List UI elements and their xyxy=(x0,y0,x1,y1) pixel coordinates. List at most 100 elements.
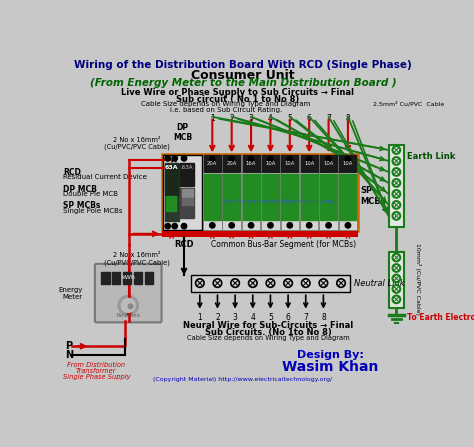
Circle shape xyxy=(326,223,331,228)
Circle shape xyxy=(165,156,171,161)
Bar xyxy=(389,252,404,308)
Circle shape xyxy=(268,223,273,228)
Text: 5: 5 xyxy=(287,114,292,122)
Text: i.e. based on Sub Circuit Rating.: i.e. based on Sub Circuit Rating. xyxy=(170,107,282,113)
Bar xyxy=(262,174,279,220)
Text: 2: 2 xyxy=(215,313,220,322)
Bar xyxy=(301,155,318,172)
Circle shape xyxy=(248,156,254,162)
Text: Earth Link: Earth Link xyxy=(407,152,456,161)
Bar xyxy=(389,144,404,227)
Bar xyxy=(163,155,202,230)
Circle shape xyxy=(345,223,351,228)
Bar xyxy=(319,155,338,230)
Text: 4: 4 xyxy=(268,114,273,122)
Circle shape xyxy=(307,223,312,228)
Text: Neutral Link: Neutral Link xyxy=(354,278,404,287)
Text: Single Phase Supply: Single Phase Supply xyxy=(63,374,130,380)
Bar xyxy=(339,174,356,220)
Text: 10A: 10A xyxy=(323,161,334,166)
Bar xyxy=(281,174,298,220)
Bar xyxy=(164,163,179,221)
Text: 7: 7 xyxy=(303,313,308,322)
Text: .63A: .63A xyxy=(181,164,193,169)
Text: Sub Circuits. (No 1to No 8): Sub Circuits. (No 1to No 8) xyxy=(205,328,332,337)
Text: Sub circuit ( No 1 to No 8): Sub circuit ( No 1 to No 8) xyxy=(176,95,299,104)
Circle shape xyxy=(121,299,135,312)
Circle shape xyxy=(210,223,215,228)
Text: Energy
Meter: Energy Meter xyxy=(58,287,82,299)
Text: 8: 8 xyxy=(321,313,326,322)
Bar xyxy=(191,275,350,292)
Text: 10A: 10A xyxy=(284,161,295,166)
Circle shape xyxy=(287,156,292,162)
Text: Common Bus-Bar Segment (for MCBs): Common Bus-Bar Segment (for MCBs) xyxy=(211,240,356,249)
Text: Transformer: Transformer xyxy=(76,368,117,374)
Text: 6: 6 xyxy=(286,313,291,322)
Circle shape xyxy=(307,156,312,162)
Text: DP
MCB: DP MCB xyxy=(173,123,192,142)
Bar xyxy=(301,174,318,220)
Text: http://www.electricaltechnology.org: http://www.electricaltechnology.org xyxy=(223,199,335,204)
Circle shape xyxy=(172,156,177,161)
Text: 3: 3 xyxy=(249,114,254,122)
Text: To Earth Electrode: To Earth Electrode xyxy=(407,313,474,322)
Circle shape xyxy=(118,295,138,316)
Text: (Copyright Material) http://www.electricaltechnology.org/: (Copyright Material) http://www.electric… xyxy=(154,377,332,382)
Circle shape xyxy=(182,156,187,161)
Text: Single Pole MCBs: Single Pole MCBs xyxy=(63,208,123,214)
Circle shape xyxy=(229,156,235,162)
Text: 5: 5 xyxy=(268,313,273,322)
Bar xyxy=(145,271,153,284)
Bar xyxy=(320,174,337,220)
Bar xyxy=(203,155,222,230)
Bar xyxy=(223,174,240,220)
Text: RCD: RCD xyxy=(174,240,194,249)
Bar xyxy=(101,271,109,284)
Text: Design By:: Design By: xyxy=(297,350,364,360)
Bar xyxy=(182,198,192,205)
Text: Wasim Khan: Wasim Khan xyxy=(283,360,379,374)
Bar xyxy=(281,155,299,230)
Text: 4: 4 xyxy=(250,313,255,322)
Text: SP MCBs: SP MCBs xyxy=(63,202,100,211)
Bar xyxy=(261,155,280,230)
Text: 10A: 10A xyxy=(343,161,353,166)
Bar xyxy=(204,155,221,172)
Text: 8: 8 xyxy=(346,114,350,122)
Text: Consumer Unit: Consumer Unit xyxy=(191,69,295,82)
Text: 1: 1 xyxy=(210,114,215,122)
Bar xyxy=(182,189,192,197)
Circle shape xyxy=(182,224,187,229)
Text: 6: 6 xyxy=(307,114,311,122)
Bar xyxy=(166,196,175,211)
Bar xyxy=(339,155,356,172)
Text: 3: 3 xyxy=(233,313,237,322)
Text: 2 No x 16mm²
(Cu/PVC/PVC Cable): 2 No x 16mm² (Cu/PVC/PVC Cable) xyxy=(104,252,170,266)
Text: 7: 7 xyxy=(326,114,331,122)
Text: Neural Wire for Sub-Circuits → Final: Neural Wire for Sub-Circuits → Final xyxy=(183,321,354,330)
Bar xyxy=(300,155,319,230)
Bar xyxy=(320,155,337,172)
Bar xyxy=(222,155,241,230)
Text: Live Wire or Phase Supply to Sub Circuits → Final: Live Wire or Phase Supply to Sub Circuit… xyxy=(121,89,354,97)
Circle shape xyxy=(248,223,254,228)
Circle shape xyxy=(287,223,292,228)
Bar xyxy=(243,155,260,172)
Bar xyxy=(243,174,260,220)
Bar xyxy=(180,163,194,186)
Text: From Distribution: From Distribution xyxy=(67,362,126,367)
Text: Double Ple MCB: Double Ple MCB xyxy=(63,191,118,197)
Bar xyxy=(204,174,221,220)
Text: 20A: 20A xyxy=(227,161,237,166)
Text: 2.5mm² Cu/PVC  Cable: 2.5mm² Cu/PVC Cable xyxy=(373,101,444,107)
FancyBboxPatch shape xyxy=(95,264,162,322)
Text: Residual Current Device: Residual Current Device xyxy=(63,174,147,180)
Text: 10A: 10A xyxy=(265,161,275,166)
Text: Panasonic: Panasonic xyxy=(116,313,140,318)
Text: 63A: 63A xyxy=(165,164,178,169)
Text: (From Energy Meter to the Main Distribution Board ): (From Energy Meter to the Main Distribut… xyxy=(90,77,396,88)
Bar xyxy=(162,154,357,231)
Bar xyxy=(281,155,298,172)
Text: 2: 2 xyxy=(229,114,234,122)
